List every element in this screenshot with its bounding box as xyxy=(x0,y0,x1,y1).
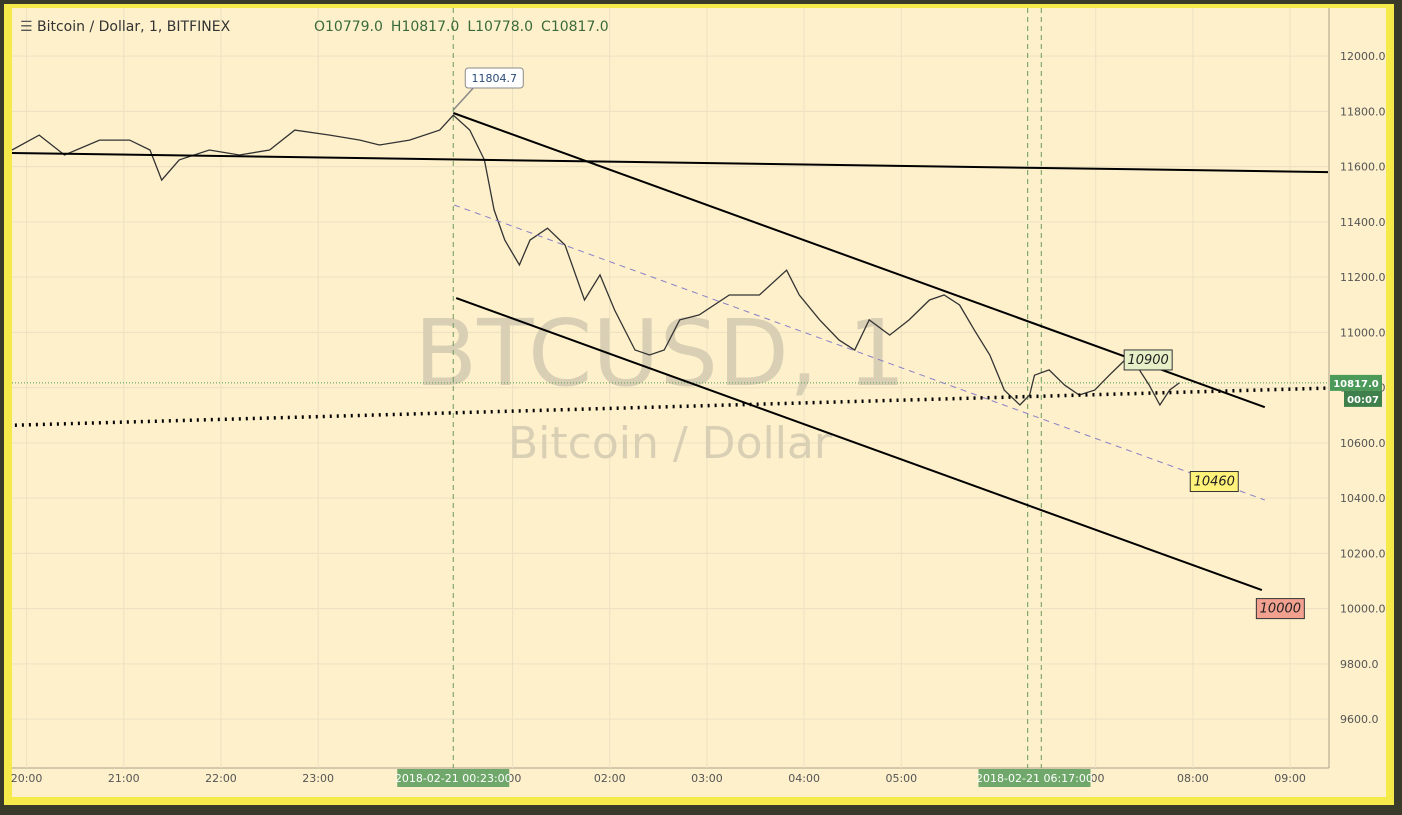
trend-line xyxy=(454,204,1265,501)
watermark: BTCUSD, 1 xyxy=(414,300,906,407)
x-tick-label: 21:00 xyxy=(108,772,140,785)
y-tick-label: 10400.0 xyxy=(1340,492,1386,505)
trend-line xyxy=(11,152,1329,174)
price-line xyxy=(11,114,1180,407)
y-tick-label: 10200.0 xyxy=(1340,547,1386,560)
header-icon: ☰ xyxy=(20,19,33,35)
plot: 11804.7 10900 10460 10000 xyxy=(11,8,1329,768)
callout-pointer xyxy=(452,87,474,111)
y-tick-label: 9600.0 xyxy=(1340,713,1379,726)
annotation-label: 10900 xyxy=(1127,353,1168,368)
trend-line xyxy=(14,386,1329,427)
y-tick-label: 10000.0 xyxy=(1340,603,1386,616)
y-tick-label: 11200.0 xyxy=(1340,271,1386,284)
x-tick-label: :00 xyxy=(1087,772,1105,785)
watermark-sub: Bitcoin / Dollar xyxy=(508,418,833,469)
x-tick-label: 02:00 xyxy=(594,772,626,785)
chart-background xyxy=(12,8,1386,797)
x-tick-label: 23:00 xyxy=(302,772,334,785)
y-tick-label: 10600.0 xyxy=(1340,437,1386,450)
trend-line xyxy=(455,297,1263,592)
x-tick-label: 08:00 xyxy=(1177,772,1209,785)
y-tick-label: 11400.0 xyxy=(1340,216,1386,229)
ohlc-value: C10817.0 xyxy=(541,19,609,35)
y-tick-label: 11600.0 xyxy=(1340,161,1386,174)
time-label: 2018-02-21 06:17:00 xyxy=(976,772,1093,785)
ohlc-value: H10817.0 xyxy=(391,19,459,35)
chart-title: Bitcoin / Dollar, 1, BITFINEX xyxy=(37,19,231,35)
x-tick-label: 05:00 xyxy=(885,772,917,785)
x-tick-label: 03:00 xyxy=(691,772,723,785)
ohlc-value: L10778.0 xyxy=(467,19,533,35)
axes: 9600.0 9800.0 10000.0 10200.0 10400.0 10600.0… xyxy=(11,50,1386,787)
annotation-box xyxy=(1255,598,1305,620)
x-tick-label: 20:00 xyxy=(11,772,43,785)
countdown-tag xyxy=(1344,390,1382,407)
ohlc: O10779.0 H10817.0 L10778.0 C10817.0 xyxy=(314,19,609,35)
y-tick-label: 9800.0 xyxy=(1340,658,1379,671)
x-tick-label: 22:00 xyxy=(205,772,237,785)
y-tick-label: 11800.0 xyxy=(1340,105,1386,118)
ohlc-value: O10779.0 xyxy=(314,19,383,35)
annotation-label: 11804.7 xyxy=(472,72,518,85)
x-tick-label: 09:00 xyxy=(1274,772,1306,785)
time-label: 2018-02-21 00:23:00 xyxy=(395,772,512,785)
time-label-box xyxy=(397,769,510,787)
annotation-box xyxy=(1189,471,1239,493)
countdown-label: 00:07 xyxy=(1347,395,1379,406)
annotation-label: 10000 xyxy=(1260,602,1301,617)
annotation-box xyxy=(1123,349,1173,371)
price-tag xyxy=(1330,374,1382,391)
annotation-box xyxy=(464,67,524,89)
x-tick-label: 04:00 xyxy=(788,772,820,785)
annotation-label: 10460 xyxy=(1194,475,1235,490)
y-tick-label: 11000.0 xyxy=(1340,326,1386,339)
y-tick-label: 12000.0 xyxy=(1340,50,1386,63)
time-label-box xyxy=(978,769,1091,787)
price-tag-label: 10817.0 xyxy=(1333,379,1379,390)
